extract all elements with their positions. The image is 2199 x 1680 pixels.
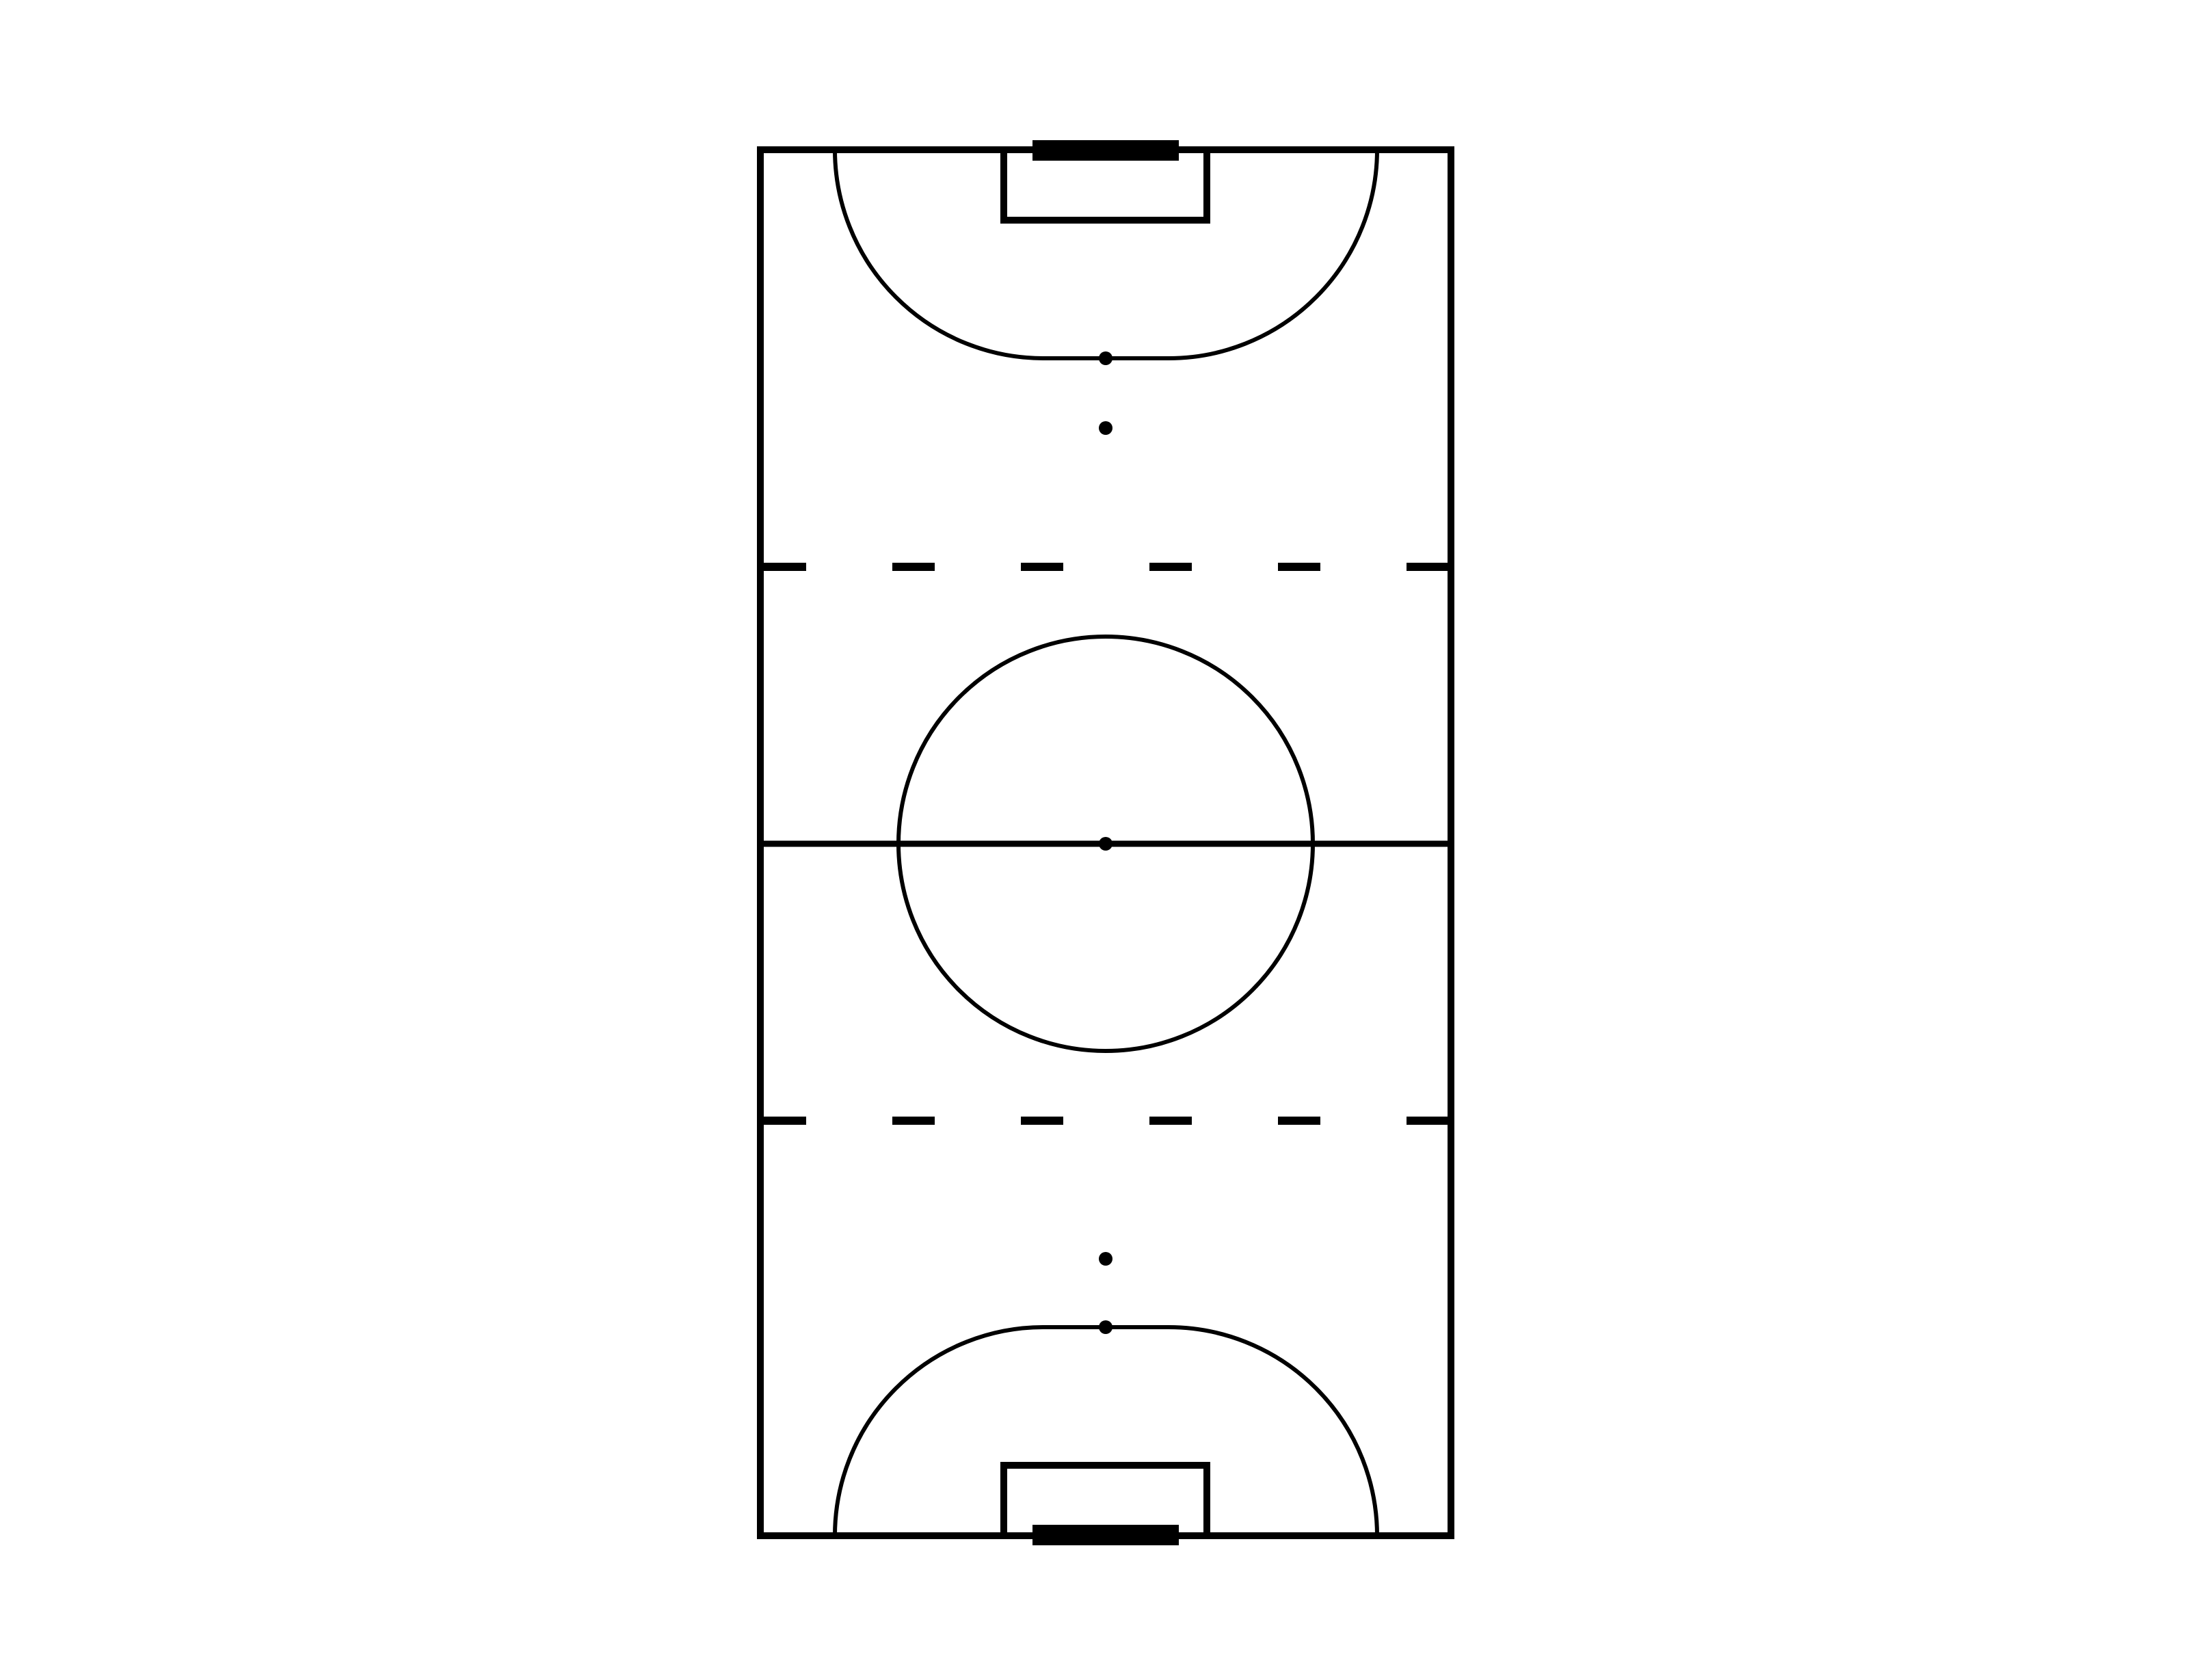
penalty-spot-top bbox=[1099, 351, 1112, 365]
second-penalty-spot-top bbox=[1099, 421, 1112, 435]
penalty-spot-bottom bbox=[1099, 1320, 1112, 1334]
goal-bottom bbox=[1032, 1525, 1179, 1545]
center-spot bbox=[1099, 837, 1112, 851]
goal-top bbox=[1032, 140, 1179, 161]
center-circle bbox=[896, 635, 1315, 1053]
second-penalty-spot-bottom bbox=[1099, 1252, 1112, 1266]
